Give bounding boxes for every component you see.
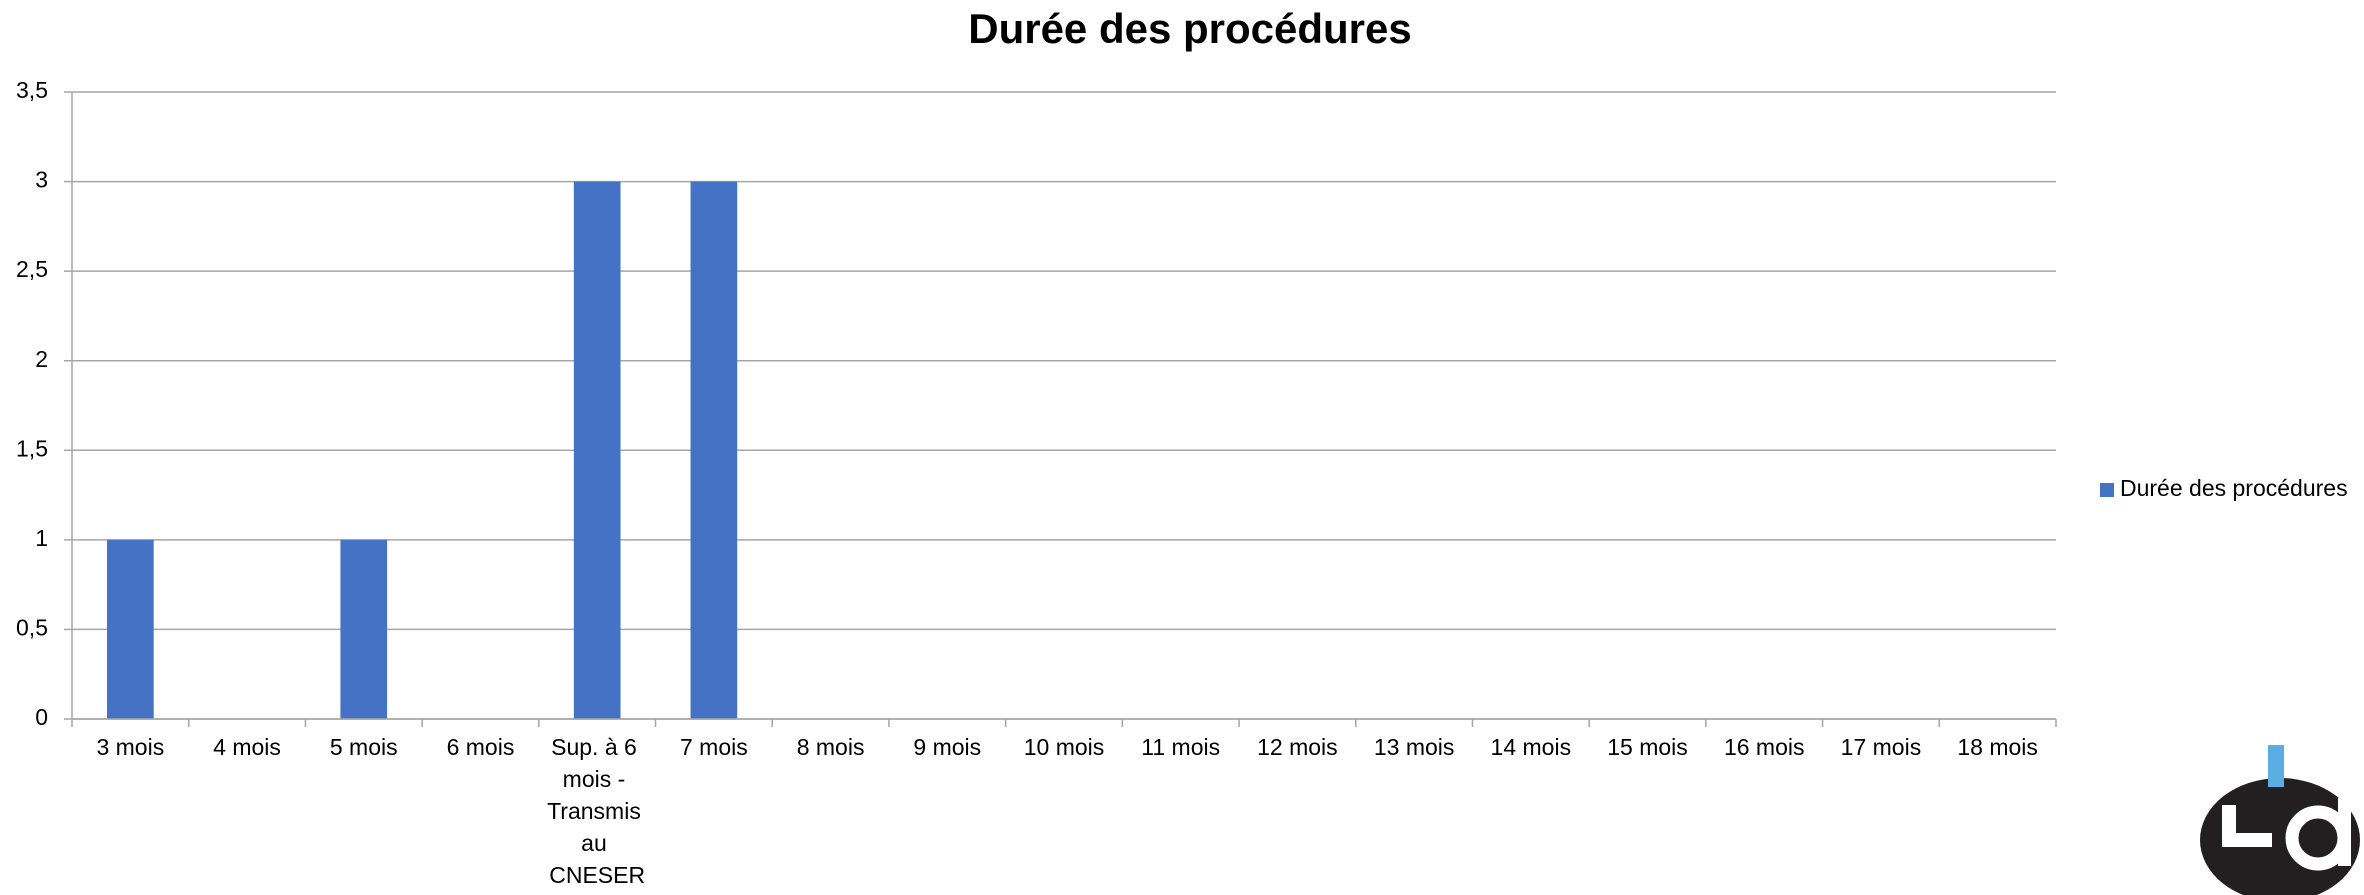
logo-u-bottom xyxy=(2222,833,2272,847)
logo-a-stem xyxy=(2338,798,2351,866)
legend-swatch xyxy=(2100,483,2114,497)
x-tick-label-line: 17 mois xyxy=(1841,734,1922,760)
y-tick-label: 2,5 xyxy=(16,256,48,282)
x-tick-label: 16 mois xyxy=(1724,734,1805,760)
x-tick-label-line: 5 mois xyxy=(330,734,398,760)
x-tick-label-line: 6 mois xyxy=(447,734,515,760)
x-tick-label: 18 mois xyxy=(1957,734,2038,760)
y-tick-label: 2 xyxy=(35,346,48,372)
x-tick-label-line: 13 mois xyxy=(1374,734,1455,760)
legend-label: Durée des procédures xyxy=(2120,475,2348,501)
y-tick-label: 3,5 xyxy=(16,77,48,103)
x-tick-label: 4 mois xyxy=(213,734,281,760)
x-tick-label-line: 15 mois xyxy=(1607,734,1688,760)
x-tick-label-line: 14 mois xyxy=(1491,734,1572,760)
x-tick-label-line: 4 mois xyxy=(213,734,281,760)
logo xyxy=(2200,745,2360,895)
x-tick-label: 7 mois xyxy=(680,734,748,760)
x-tick-label: 15 mois xyxy=(1607,734,1688,760)
x-tick-label-line: 10 mois xyxy=(1024,734,1105,760)
bar xyxy=(690,181,738,720)
x-tick-label: 14 mois xyxy=(1491,734,1572,760)
bar xyxy=(107,539,154,719)
chart-title: Durée des procédures xyxy=(968,5,1412,52)
x-tick-label-line: Transmis xyxy=(547,798,647,824)
x-tick-label-line: 8 mois xyxy=(797,734,865,760)
x-tick-label-line: 16 mois xyxy=(1724,734,1805,760)
x-tick-label: 3 mois xyxy=(96,734,164,760)
x-tick-label-line: Sup. à 6 xyxy=(551,734,643,760)
x-tick-label-line: 7 mois xyxy=(680,734,748,760)
x-tick-label: 11 mois xyxy=(1141,734,1220,760)
x-tick-label: 8 mois xyxy=(797,734,865,760)
x-tick-label-line: 9 mois xyxy=(913,734,981,760)
x-tick-label: 17 mois xyxy=(1841,734,1922,760)
y-tick-label: 0 xyxy=(35,704,48,730)
logo-accent xyxy=(2268,745,2284,787)
x-tick-label: 10 mois xyxy=(1024,734,1105,760)
x-tick-label-line: CNESER xyxy=(549,862,645,888)
x-tick-label: Sup. à 6 mois - Transmis au CNESER xyxy=(547,734,647,888)
x-tick-label-line: mois - xyxy=(563,766,632,792)
x-tick-label: 5 mois xyxy=(330,734,398,760)
x-tick-label-line: 3 mois xyxy=(96,734,164,760)
x-tick-label: 9 mois xyxy=(913,734,981,760)
y-tick-label: 3 xyxy=(35,167,48,193)
x-tick-label: 13 mois xyxy=(1374,734,1455,760)
x-tick-label: 6 mois xyxy=(447,734,515,760)
x-tick-label: 12 mois xyxy=(1257,734,1338,760)
x-tick-label-line: 11 mois xyxy=(1141,734,1220,760)
y-tick-label: 0,5 xyxy=(16,615,48,641)
x-tick-label-line: 12 mois xyxy=(1257,734,1338,760)
y-tick-label: 1,5 xyxy=(16,435,48,461)
bar xyxy=(340,539,388,719)
x-tick-label-line: 18 mois xyxy=(1957,734,2038,760)
y-tick-label: 1 xyxy=(35,525,48,551)
bar xyxy=(573,181,621,720)
x-tick-label-line: au xyxy=(581,830,613,856)
